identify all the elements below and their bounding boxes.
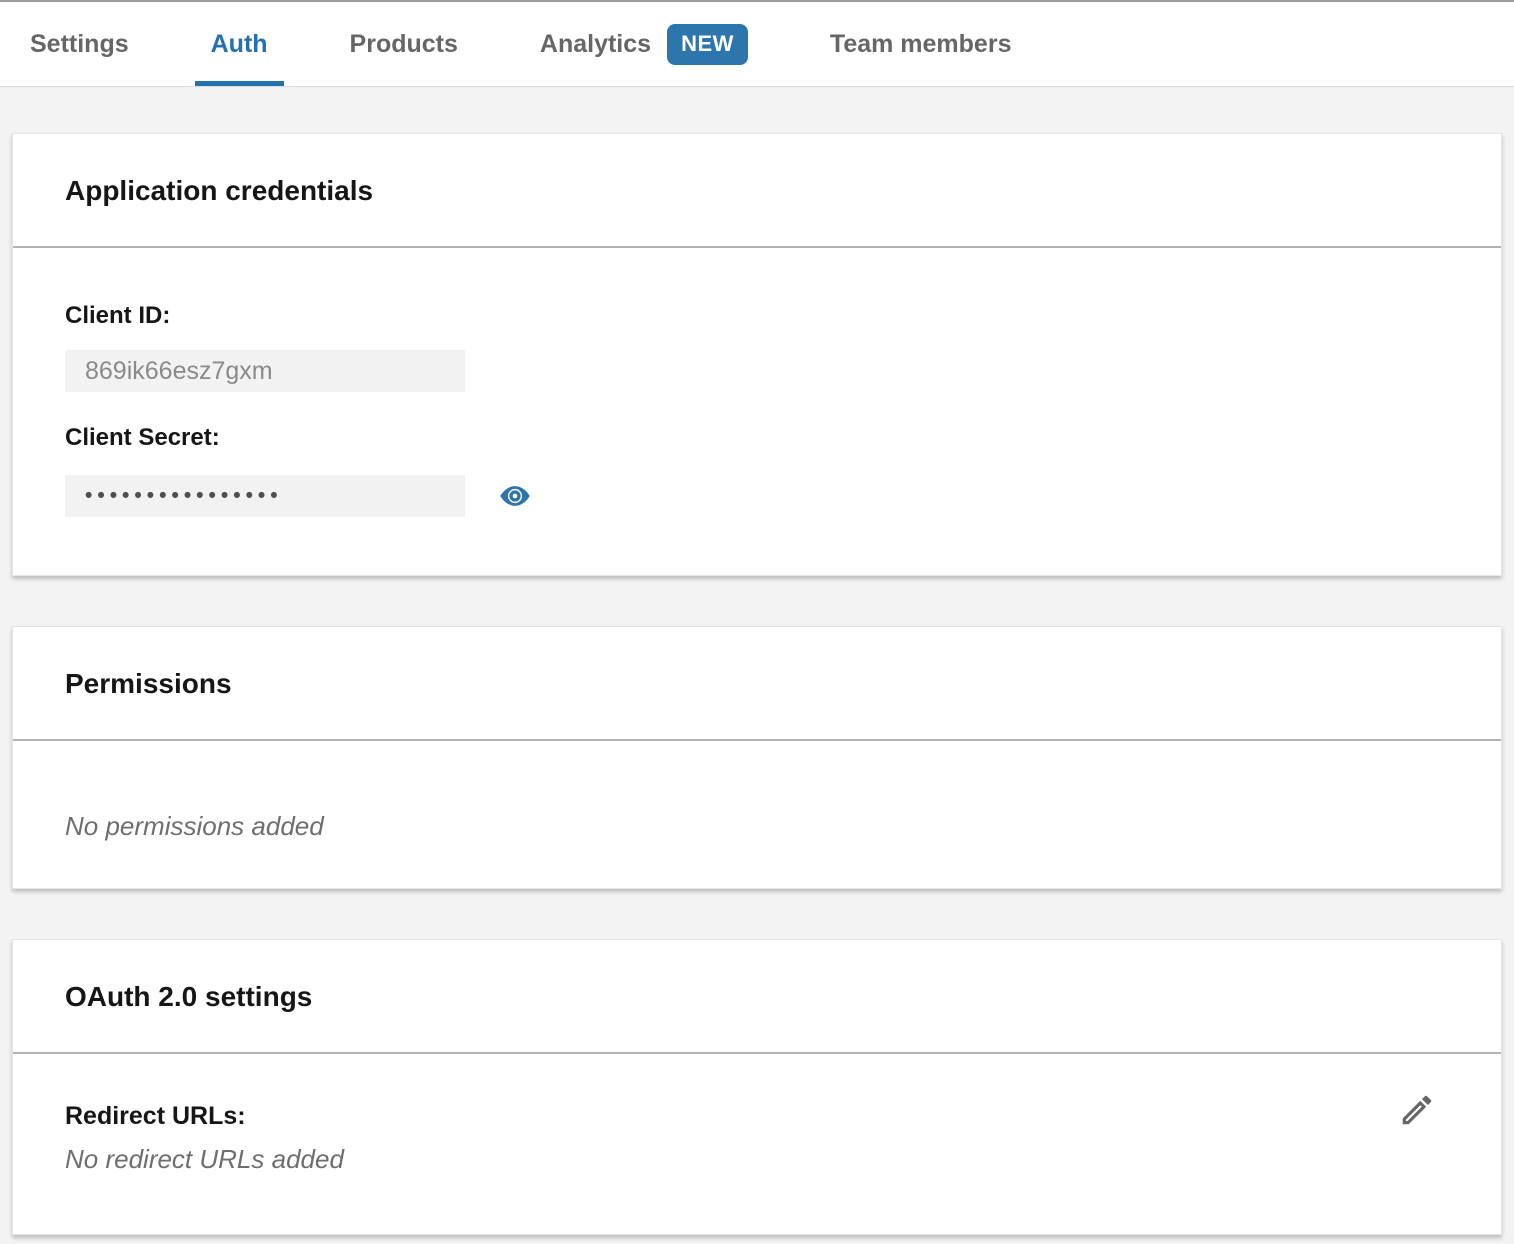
tab-analytics[interactable]: Analytics NEW bbox=[540, 2, 748, 86]
permissions-title: Permissions bbox=[65, 668, 232, 699]
application-credentials-body: Client ID: 869ik66esz7gxm Client Secret:… bbox=[13, 248, 1501, 575]
tab-products-label: Products bbox=[349, 29, 458, 58]
auth-tab-content: Application credentials Client ID: 869ik… bbox=[0, 87, 1514, 1235]
permissions-card: Permissions No permissions added bbox=[12, 626, 1502, 889]
tab-settings[interactable]: Settings bbox=[30, 2, 129, 86]
tab-analytics-label: Analytics bbox=[539, 29, 652, 58]
client-secret-label: Client Secret: bbox=[65, 424, 220, 451]
tab-auth[interactable]: Auth bbox=[194, 2, 284, 86]
application-credentials-card: Application credentials Client ID: 869ik… bbox=[12, 133, 1502, 576]
tab-team-members-label: Team members bbox=[829, 29, 1012, 58]
tab-products[interactable]: Products bbox=[350, 2, 458, 86]
permissions-header: Permissions bbox=[13, 627, 1501, 741]
oauth-settings-body: Redirect URLs: No redirect URLs added bbox=[13, 1054, 1501, 1234]
tab-team-members[interactable]: Team members bbox=[830, 2, 1012, 86]
permissions-body: No permissions added bbox=[13, 741, 1501, 888]
new-badge: NEW bbox=[667, 23, 748, 65]
tab-auth-label: Auth bbox=[210, 29, 268, 58]
show-secret-button[interactable] bbox=[498, 479, 532, 513]
client-secret-masked-value: •••••••••••••••• bbox=[65, 475, 465, 517]
client-secret-row: •••••••••••••••• bbox=[65, 475, 1449, 517]
permissions-empty-message: No permissions added bbox=[65, 811, 324, 841]
pencil-icon bbox=[1398, 1091, 1436, 1129]
application-credentials-header: Application credentials bbox=[13, 134, 1501, 248]
oauth-settings-title: OAuth 2.0 settings bbox=[65, 981, 313, 1012]
tab-settings-label: Settings bbox=[30, 29, 129, 58]
oauth-settings-header: OAuth 2.0 settings bbox=[13, 940, 1501, 1054]
tab-bar: Settings Auth Products Analytics NEW Tea… bbox=[0, 0, 1514, 87]
edit-redirect-urls-button[interactable] bbox=[1395, 1088, 1439, 1132]
oauth-settings-card: OAuth 2.0 settings Redirect URLs: No red… bbox=[12, 939, 1502, 1235]
client-id-value: 869ik66esz7gxm bbox=[65, 350, 465, 392]
eye-icon bbox=[499, 480, 531, 512]
application-credentials-title: Application credentials bbox=[65, 175, 374, 206]
redirect-urls-label: Redirect URLs: bbox=[65, 1102, 246, 1130]
redirect-urls-empty-message: No redirect URLs added bbox=[65, 1144, 344, 1174]
client-id-label: Client ID: bbox=[65, 302, 171, 329]
